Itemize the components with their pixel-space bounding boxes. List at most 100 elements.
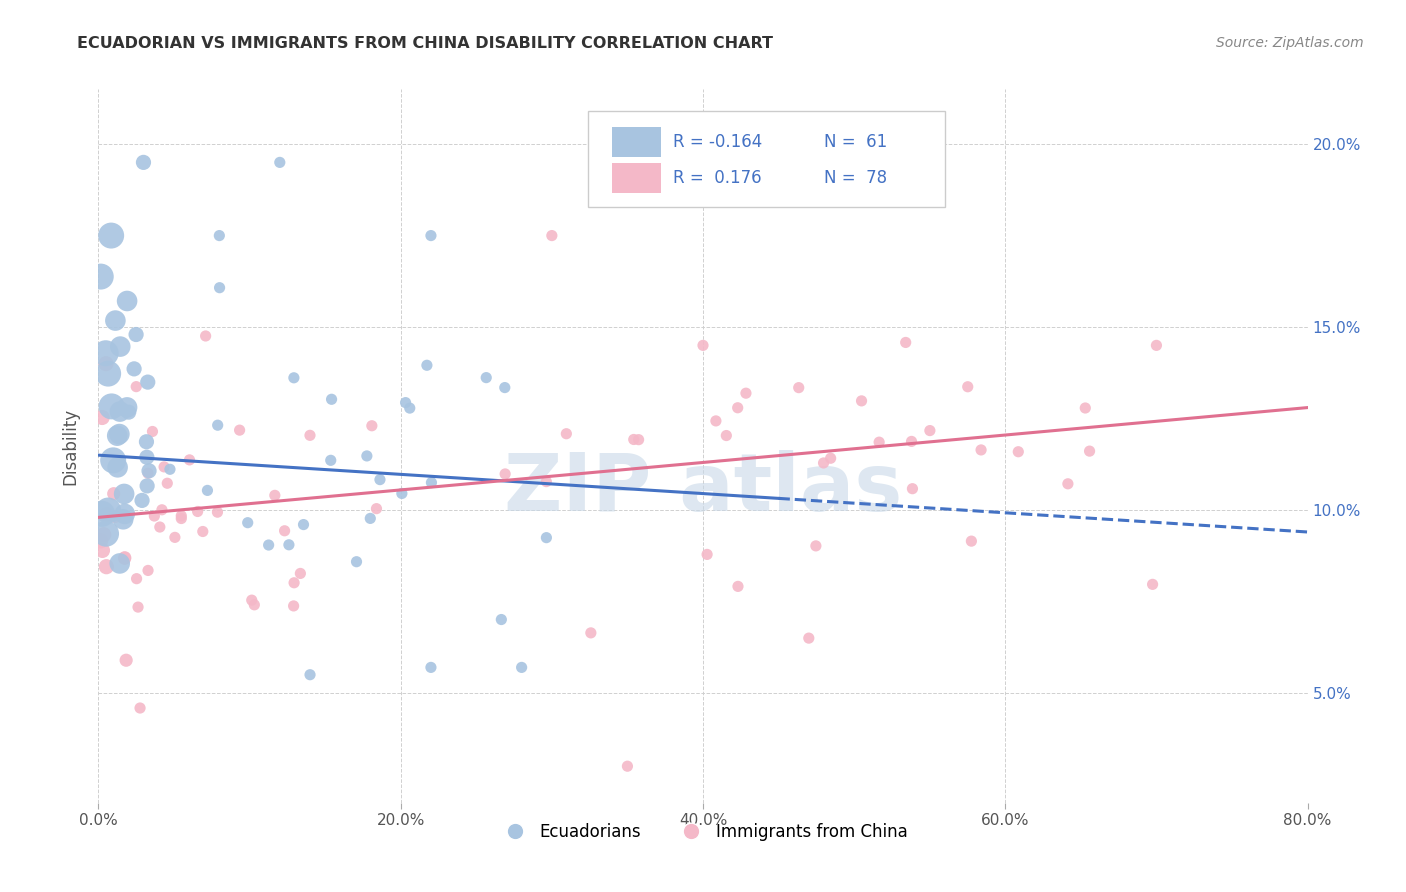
Point: [91, 410, 114, 425]
Point: [820, 451, 842, 466]
Point: [115, 653, 138, 667]
Point: [90, 533, 112, 548]
Text: R = -0.164: R = -0.164: [672, 133, 762, 151]
Point: [136, 467, 159, 481]
Text: ZIP atlas: ZIP atlas: [503, 450, 903, 528]
Point: [416, 358, 439, 372]
Point: [100, 400, 122, 414]
Point: [112, 512, 135, 526]
Point: [704, 414, 727, 428]
Point: [114, 551, 136, 566]
Legend: Ecuadorians, Immigrants from China: Ecuadorians, Immigrants from China: [491, 817, 915, 848]
Point: [263, 488, 285, 502]
Point: [360, 418, 382, 433]
Point: [797, 631, 820, 645]
Point: [394, 395, 416, 409]
Point: [475, 370, 498, 384]
Point: [115, 401, 138, 415]
Point: [813, 456, 835, 470]
Point: [197, 483, 219, 498]
Point: [894, 335, 917, 350]
Point: [149, 520, 172, 534]
Point: [579, 625, 602, 640]
Point: [131, 493, 153, 508]
Point: [90, 269, 112, 284]
Point: [101, 453, 124, 467]
Point: [536, 475, 558, 489]
Point: [273, 524, 295, 538]
Point: [136, 375, 159, 389]
Point: [110, 340, 132, 354]
Point: [804, 539, 827, 553]
Point: [616, 759, 638, 773]
Point: [208, 228, 231, 243]
Point: [208, 281, 231, 295]
Point: [104, 313, 127, 327]
Point: [115, 293, 138, 308]
Point: [125, 572, 148, 586]
Point: [135, 450, 157, 465]
Point: [716, 428, 738, 442]
Point: [207, 505, 229, 519]
Point: [420, 475, 443, 490]
Point: [122, 362, 145, 376]
Point: [129, 701, 152, 715]
Point: [91, 543, 114, 558]
Y-axis label: Disability: Disability: [62, 408, 80, 484]
Point: [900, 434, 922, 449]
Point: [118, 405, 141, 419]
Point: [277, 538, 299, 552]
Point: [901, 482, 924, 496]
Point: [150, 503, 173, 517]
Point: [240, 593, 263, 607]
Text: ECUADORIAN VS IMMIGRANTS FROM CHINA DISABILITY CORRELATION CHART: ECUADORIAN VS IMMIGRANTS FROM CHINA DISA…: [77, 36, 773, 51]
Point: [107, 460, 129, 475]
Point: [420, 228, 443, 243]
Point: [319, 453, 342, 467]
Point: [156, 476, 179, 491]
Point: [91, 507, 114, 521]
Point: [125, 379, 148, 393]
Point: [194, 329, 217, 343]
Point: [170, 508, 193, 523]
Point: [163, 530, 186, 544]
Point: [159, 462, 181, 476]
Point: [1007, 444, 1029, 458]
Point: [283, 599, 305, 613]
Point: [510, 660, 533, 674]
Point: [346, 555, 368, 569]
Point: [243, 598, 266, 612]
Point: [359, 511, 381, 525]
Point: [627, 433, 650, 447]
Point: [108, 557, 131, 571]
Point: [207, 418, 229, 433]
Point: [494, 381, 516, 395]
Point: [191, 524, 214, 539]
Point: [491, 613, 513, 627]
Point: [136, 479, 159, 493]
Point: [127, 600, 149, 615]
Point: [125, 327, 148, 342]
Point: [420, 660, 443, 674]
Point: [283, 371, 305, 385]
Point: [368, 473, 391, 487]
Point: [269, 155, 291, 169]
Point: [536, 531, 558, 545]
Point: [96, 508, 118, 522]
Point: [299, 667, 322, 681]
FancyBboxPatch shape: [613, 127, 661, 157]
Point: [356, 449, 378, 463]
Point: [141, 425, 163, 439]
Point: [692, 338, 714, 352]
Point: [236, 516, 259, 530]
Point: [1078, 444, 1101, 458]
Point: [114, 507, 136, 521]
Point: [228, 423, 250, 437]
Point: [1144, 338, 1167, 352]
Point: [787, 381, 810, 395]
Point: [100, 228, 122, 243]
Point: [96, 559, 118, 574]
Point: [1074, 401, 1097, 415]
Point: [1142, 577, 1164, 591]
Point: [970, 442, 993, 457]
